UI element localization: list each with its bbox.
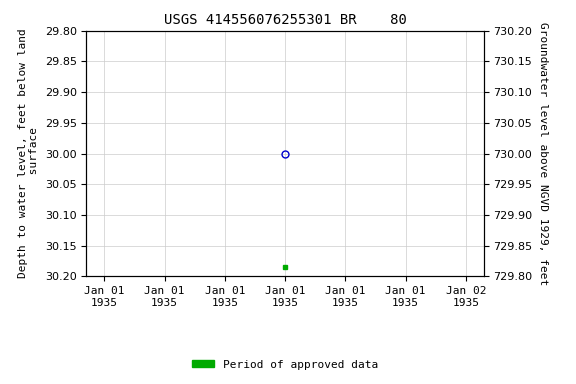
Title: USGS 414556076255301 BR    80: USGS 414556076255301 BR 80 [164, 13, 407, 27]
Y-axis label: Depth to water level, feet below land
 surface: Depth to water level, feet below land su… [17, 29, 39, 278]
Y-axis label: Groundwater level above NGVD 1929, feet: Groundwater level above NGVD 1929, feet [538, 22, 548, 285]
Legend: Period of approved data: Period of approved data [188, 355, 382, 374]
